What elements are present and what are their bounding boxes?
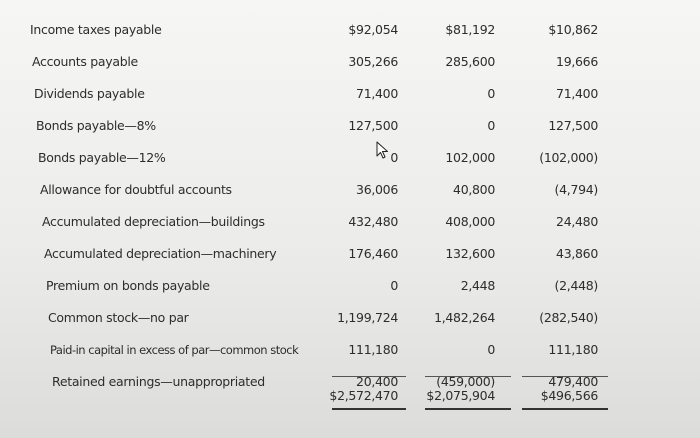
row-label: Accumulated depreciation—machinery — [44, 246, 277, 261]
total-rule-2 — [425, 408, 511, 410]
value-col-2: 40,800 — [453, 182, 495, 197]
row-label: Dividends payable — [34, 86, 145, 101]
table-row: Bonds payable—12% 0 102,000 (102,000) — [0, 146, 700, 170]
row-label: Bonds payable—8% — [36, 118, 156, 133]
table-row: Accounts payable 305,266 285,600 19,666 — [0, 50, 700, 74]
value-col-1: 176,460 — [348, 246, 398, 261]
value-col-2: 2,448 — [460, 278, 496, 293]
value-col-2: 0 — [487, 342, 495, 357]
row-label: Premium on bonds payable — [46, 278, 210, 293]
value-col-1: 111,180 — [348, 342, 398, 357]
value-col-3: 111,180 — [548, 342, 598, 357]
value-col-1: 305,266 — [348, 54, 398, 69]
row-label: Accumulated depreciation—buildings — [42, 214, 265, 229]
value-col-3: (4,794) — [554, 182, 599, 197]
value-col-1: 432,480 — [348, 214, 398, 229]
value-col-2: 285,600 — [445, 54, 495, 69]
table-row: Income taxes payable $92,054 $81,192 $10… — [0, 18, 700, 42]
table-row: Allowance for doubtful accounts 36,006 4… — [0, 178, 700, 202]
value-col-2: 1,482,264 — [434, 310, 495, 325]
table-row: Premium on bonds payable 0 2,448 (2,448) — [0, 274, 700, 298]
row-label: Paid-in capital in excess of par—common … — [50, 343, 299, 357]
value-col-3: 71,400 — [556, 86, 598, 101]
total-rule-1 — [332, 408, 406, 410]
value-col-1: 0 — [390, 150, 398, 165]
table-row: Bonds payable—8% 127,500 0 127,500 — [0, 114, 700, 138]
subtotal-rule-1 — [332, 376, 406, 377]
value-col-3: (282,540) — [539, 310, 598, 325]
value-col-2: (459,000) — [436, 374, 495, 389]
table-row: Accumulated depreciation—machinery 176,4… — [0, 242, 700, 266]
value-col-3: 43,860 — [556, 246, 598, 261]
row-label: Common stock—no par — [48, 310, 189, 325]
value-col-3: 19,666 — [556, 54, 598, 69]
table-row: Retained earnings—unappropriated 20,400 … — [0, 370, 700, 394]
value-col-2: 102,000 — [445, 150, 495, 165]
table-row: Paid-in capital in excess of par—common … — [0, 338, 700, 362]
row-label: Income taxes payable — [30, 22, 162, 37]
total-col-2: $2,075,904 — [426, 388, 495, 403]
row-label: Retained earnings—unappropriated — [52, 374, 265, 389]
value-col-1: 127,500 — [348, 118, 398, 133]
value-col-2: 0 — [487, 86, 495, 101]
value-col-1: 71,400 — [356, 86, 398, 101]
value-col-1: 20,400 — [356, 374, 398, 389]
value-col-2: 408,000 — [445, 214, 495, 229]
value-col-3: 24,480 — [556, 214, 598, 229]
value-col-1: $92,054 — [348, 22, 398, 37]
table-row: Accumulated depreciation—buildings 432,4… — [0, 210, 700, 234]
value-col-3: (2,448) — [554, 278, 599, 293]
value-col-1: 0 — [390, 278, 398, 293]
table-row: Dividends payable 71,400 0 71,400 — [0, 82, 700, 106]
value-col-3: 479,400 — [548, 374, 598, 389]
value-col-2: 132,600 — [445, 246, 495, 261]
subtotal-rule-3 — [522, 376, 608, 377]
mouse-cursor-icon — [376, 141, 388, 159]
total-col-1: $2,572,470 — [329, 388, 398, 403]
totals-row: $2,572,470 $2,075,904 $496,566 — [0, 384, 700, 408]
table-row: Common stock—no par 1,199,724 1,482,264 … — [0, 306, 700, 330]
row-label: Bonds payable—12% — [38, 150, 166, 165]
value-col-2: 0 — [487, 118, 495, 133]
row-label: Accounts payable — [32, 54, 138, 69]
value-col-2: $81,192 — [445, 22, 495, 37]
total-rule-3 — [522, 408, 608, 410]
row-label: Allowance for doubtful accounts — [40, 182, 232, 197]
value-col-3: $10,862 — [548, 22, 598, 37]
value-col-3: (102,000) — [539, 150, 598, 165]
subtotal-rule-2 — [425, 376, 511, 377]
value-col-3: 127,500 — [548, 118, 598, 133]
total-col-3: $496,566 — [540, 388, 599, 403]
value-col-1: 36,006 — [356, 182, 398, 197]
value-col-1: 1,199,724 — [337, 310, 398, 325]
